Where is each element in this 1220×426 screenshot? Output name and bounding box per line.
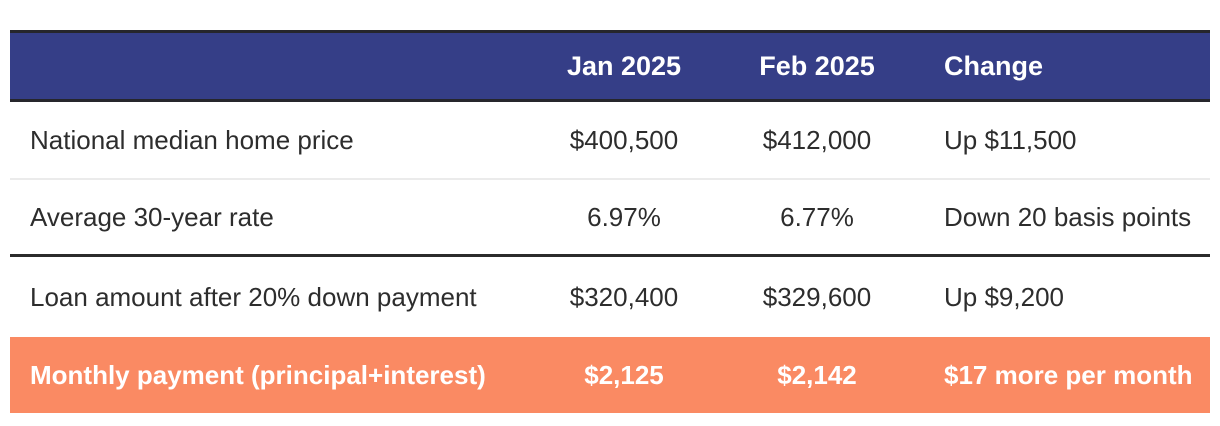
change-value: Up $9,200 [944,281,1064,312]
row-label: Loan amount after 20% down payment [30,281,477,312]
column-header-change: Change [944,50,1044,81]
column-header-jan-2025: Jan 2025 [566,50,682,81]
jan-value: $400,500 [569,124,679,155]
jan-value: 6.97% [587,201,661,232]
feb-value: $2,142 [777,359,857,390]
change-value: Down 20 basis points [944,201,1192,232]
change-value: Up $11,500 [944,124,1077,155]
table-row-monthly-payment-highlight: Monthly payment (principal+interest) $2,… [10,337,1210,413]
row-label: National median home price [30,124,354,155]
feb-value: 6.77% [780,201,854,232]
row-label: Average 30-year rate [30,201,274,232]
jan-value: $2,125 [584,359,664,390]
row-label: Monthly payment (principal+interest) [30,359,486,390]
change-value: $17 more per month [944,359,1193,390]
feb-value: $329,600 [762,281,872,312]
column-header-feb-2025: Feb 2025 [759,50,875,81]
table-row-median-home-price: National median home price $400,500 $412… [10,102,1210,180]
table-row-average-rate: Average 30-year rate 6.97% 6.77% Down 20… [10,180,1210,257]
jan-value: $320,400 [569,281,679,312]
housing-cost-comparison-table: Jan 2025 Feb 2025 Change National median… [10,30,1210,413]
feb-value: $412,000 [762,124,872,155]
table-header-row: Jan 2025 Feb 2025 Change [10,30,1210,102]
table-row-loan-amount: Loan amount after 20% down payment $320,… [10,257,1210,337]
